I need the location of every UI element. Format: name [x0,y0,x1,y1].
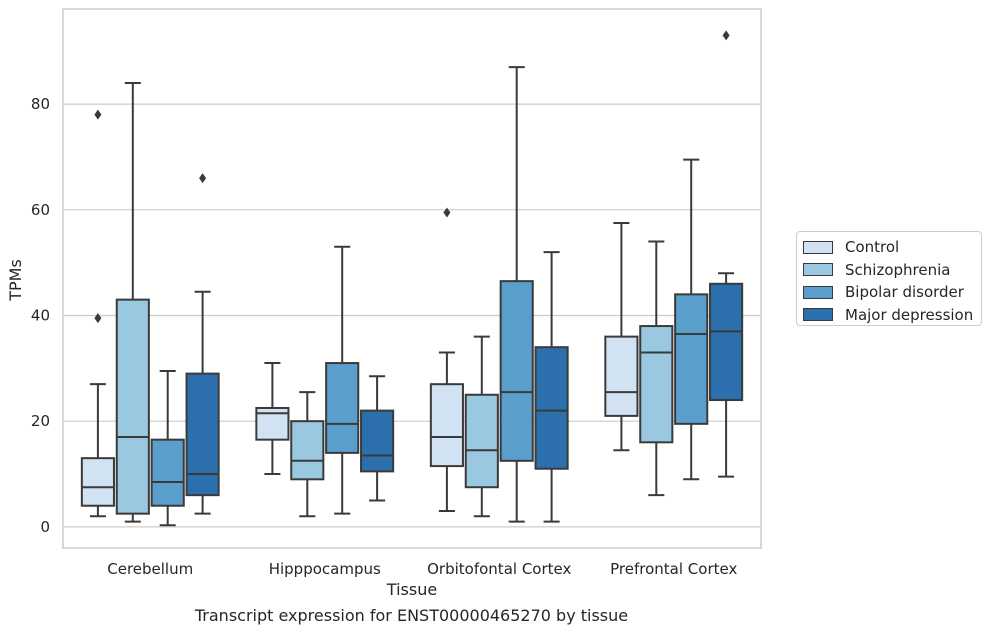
x-tick-label: Cerebellum [107,560,193,578]
x-tick-labels: Cerebellum Hipppocampus Orbitofontal Corte… [107,560,737,578]
box-4-3 [674,158,709,481]
box-iqr [464,393,499,489]
legend-swatch [803,240,833,254]
box-2-4 [360,375,395,502]
box-iqr [185,372,220,497]
x-tick-label: Prefrontal Cortex [610,560,737,578]
outlier-point [722,30,730,41]
box-iqr [604,335,639,417]
y-tick-label: 0 [40,518,50,536]
outlier-point [443,207,451,218]
outlier-point [199,173,207,184]
box-1-4 [185,173,220,515]
legend: Control Schizophrenia Bipolar disorder M… [796,231,982,326]
outlier-point [94,313,102,324]
y-tick-label: 40 [31,306,50,324]
box-2-3 [325,245,360,515]
box-2-1 [255,362,290,476]
x-tick-label: Hipppocampus [269,560,381,578]
y-axis-label: TPMs [6,259,25,302]
plot-frame [62,8,762,549]
box-2-2 [290,391,325,518]
legend-item-control: Control [803,236,981,259]
box-iqr [325,362,360,454]
box-1-2 [115,81,150,523]
legend-swatch [803,308,833,322]
y-tick-label: 20 [31,412,50,430]
box-iqr [534,346,569,470]
legend-item-major-depression: Major depression [803,304,981,327]
box-3-1 [429,207,464,513]
legend-item-schizophrenia: Schizophrenia [803,259,981,282]
box-1-1 [80,109,115,518]
box-iqr [639,325,674,444]
legend-item-bipolar-disorder: Bipolar disorder [803,281,981,304]
x-tick-label: Orbitofontal Cortex [427,560,571,578]
legend-swatch [803,285,833,299]
box-iqr [150,438,185,507]
box-3-4 [534,251,569,523]
legend-label: Bipolar disorder [845,283,964,302]
y-tick-label: 80 [31,95,50,113]
box-iqr [80,457,115,507]
box-3-3 [499,66,534,523]
box-iqr [499,280,534,462]
legend-swatch [803,263,833,277]
box-iqr [674,293,709,425]
legend-label: Major depression [845,305,974,324]
x-axis-label: Tissue [386,580,437,599]
box-iqr [290,420,325,481]
y-tick-labels: 0 20 40 60 80 [31,95,50,536]
box-1-3 [150,369,185,527]
y-tick-label: 60 [31,201,50,219]
box-3-2 [464,335,499,518]
box-4-4 [709,30,744,478]
box-iqr [429,383,464,468]
box-4-2 [639,240,674,497]
chart-caption: Transcript expression for ENST0000046527… [194,606,629,625]
box-iqr [709,282,744,402]
box-iqr [360,409,395,473]
boxes-layer [80,30,744,527]
legend-label: Control [845,238,900,257]
box-iqr [115,298,150,515]
box-4-1 [604,222,639,452]
legend-label: Schizophrenia [845,260,951,279]
outlier-point [94,109,102,120]
